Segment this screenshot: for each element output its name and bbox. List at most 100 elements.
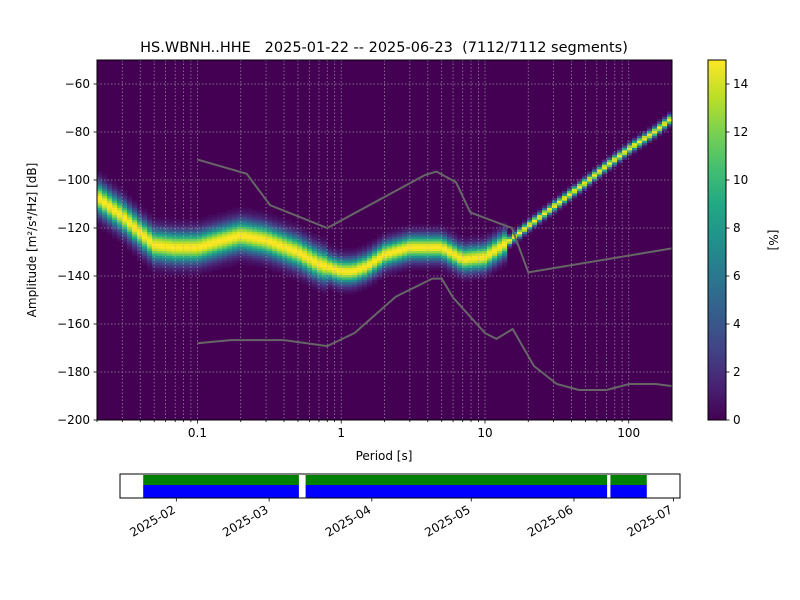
- psd-cell: [417, 229, 423, 232]
- psd-cell: [212, 248, 218, 252]
- psd-cell: [372, 279, 378, 283]
- psd-cell: [212, 265, 218, 268]
- psd-cell: [302, 267, 308, 271]
- psd-cell: [252, 260, 258, 264]
- psd-cell: [187, 231, 193, 235]
- psd-cell: [372, 246, 378, 249]
- psd-cell: [137, 243, 143, 247]
- psd-cell: [122, 202, 128, 206]
- psd-cell: [117, 212, 123, 216]
- psd-cell: [417, 236, 423, 240]
- psd-cell: [407, 236, 413, 240]
- psd-cell: [392, 246, 398, 249]
- psd-cell: [97, 188, 103, 192]
- psd-cell: [277, 231, 283, 235]
- psd-cell: [432, 265, 438, 268]
- psd-cell: [552, 198, 558, 201]
- psd-cell: [657, 123, 663, 127]
- psd-cell: [477, 260, 483, 264]
- psd-cell: [302, 272, 308, 276]
- psd-plot: 0.1 1 10 100 −60−80−100−120−140−160−180−200…: [25, 59, 673, 463]
- psd-cell: [377, 236, 383, 240]
- psd-cell: [472, 270, 478, 273]
- psd-cell: [137, 214, 143, 218]
- psd-cell: [362, 284, 368, 288]
- psd-cell: [497, 241, 503, 244]
- psd-cell: [117, 198, 123, 201]
- psd-cell: [97, 214, 103, 218]
- psd-cell: [557, 193, 563, 196]
- psd-cell: [157, 262, 163, 266]
- psd-cell: [212, 253, 218, 256]
- psd-cell: [207, 238, 213, 242]
- psd-cell: [212, 226, 218, 230]
- psd-cell: [292, 224, 298, 228]
- psd-cell: [147, 214, 153, 218]
- psd-cell: [387, 270, 393, 273]
- psd-cell: [467, 241, 473, 244]
- psd-cell: [307, 238, 313, 242]
- psd-cell: [432, 224, 438, 228]
- psd-cell: [147, 246, 153, 249]
- psd-cell: [457, 267, 463, 271]
- psd-cell: [272, 234, 278, 237]
- psd-cell: [517, 238, 523, 242]
- psd-heatmap: [97, 111, 673, 295]
- psd-cell: [622, 150, 628, 153]
- psd-cell: [177, 246, 183, 249]
- psd-cell: [577, 186, 583, 189]
- psd-cell: [217, 248, 223, 252]
- psd-cell: [427, 267, 433, 271]
- psd-cell: [137, 202, 143, 206]
- psd-cell: [542, 214, 548, 218]
- psd-cell: [217, 250, 223, 254]
- psd-cell: [462, 241, 468, 244]
- psd-cell: [322, 291, 328, 295]
- psd-cell: [192, 248, 198, 252]
- psd-cell: [112, 193, 118, 196]
- psd-cell: [302, 246, 308, 249]
- psd-cell: [342, 282, 348, 285]
- psd-cell: [397, 270, 403, 273]
- psd-cell: [317, 267, 323, 271]
- psd-cell: [372, 255, 378, 259]
- psd-cell: [272, 260, 278, 264]
- psd-cell: [642, 140, 648, 144]
- psd-cell: [402, 243, 408, 247]
- psd-cell: [277, 238, 283, 242]
- psd-cell: [452, 234, 458, 237]
- psd-cell: [282, 267, 288, 271]
- psd-cell: [112, 222, 118, 225]
- psd-cell: [317, 246, 323, 249]
- psd-cell: [167, 262, 173, 266]
- psd-cell: [447, 260, 453, 264]
- psd-cell: [262, 262, 268, 266]
- psd-cell: [247, 260, 253, 264]
- psd-cell: [357, 260, 363, 264]
- psd-cell: [137, 238, 143, 242]
- psd-cell: [587, 186, 593, 189]
- psd-cell: [562, 195, 568, 199]
- psd-cell: [127, 243, 133, 247]
- psd-cell: [362, 270, 368, 273]
- psd-cell: [97, 205, 103, 208]
- psd-cell: [162, 262, 168, 266]
- psd-cell: [342, 291, 348, 295]
- psd-cell: [412, 265, 418, 268]
- psd-cell: [202, 241, 208, 244]
- psd-cell: [227, 217, 233, 220]
- psd-cell: [542, 217, 548, 220]
- psd-cell: [227, 262, 233, 266]
- psd-cell: [602, 166, 608, 170]
- psd-cell: [402, 265, 408, 268]
- psd-cell: [402, 248, 408, 252]
- psd-cell: [137, 258, 143, 261]
- psd-cell: [462, 277, 468, 280]
- psd-cell: [362, 250, 368, 254]
- psd-cell: [427, 253, 433, 256]
- x-tick-label: 10: [477, 426, 492, 440]
- psd-cell: [472, 241, 478, 244]
- psd-cell: [552, 212, 558, 216]
- psd-cell: [437, 267, 443, 271]
- psd-cell: [302, 270, 308, 273]
